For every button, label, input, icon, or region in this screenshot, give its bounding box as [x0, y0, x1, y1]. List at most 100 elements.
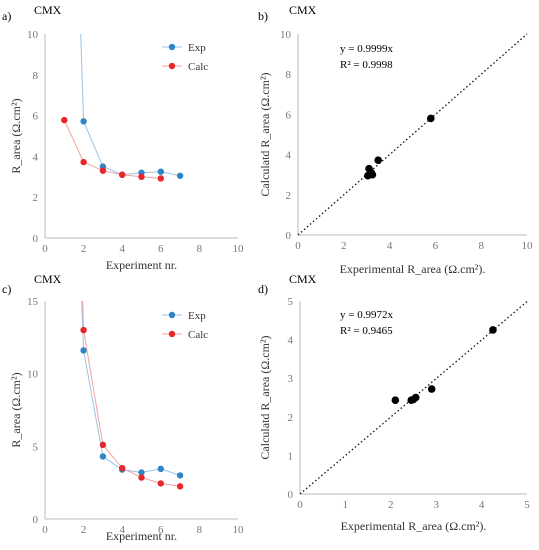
- data-point-exp: [176, 172, 184, 179]
- series-line-calc: [82, 300, 181, 487]
- x-tick-label: 10: [233, 524, 245, 536]
- x-tick-label: 2: [81, 243, 87, 255]
- x-tick-label: 0: [297, 499, 303, 511]
- data-point-exp: [80, 347, 87, 354]
- chart-panel-1: 0 2 4 6 8 10 0 2 4 6 8 10 a) CMX R_area (Ω.cm²) Experim…: [2, 3, 244, 272]
- y-tick-label: 0: [286, 230, 292, 242]
- series-line-exp: [81, 300, 181, 476]
- y-tick-label: 0: [33, 514, 39, 526]
- legend-marker: [168, 311, 176, 319]
- x-tick-label: 4: [479, 499, 485, 511]
- x-tick-label: 10: [233, 243, 245, 255]
- y-tick-label: 15: [27, 296, 39, 308]
- panel-label: d): [258, 282, 268, 296]
- y-axis-label: Calculatd R_area (Ω.cm²): [258, 72, 272, 196]
- data-point-exp: [99, 453, 107, 460]
- x-tick-label: 10: [522, 240, 534, 252]
- y-axis-label: R_area (Ω.cm²): [9, 98, 23, 173]
- legend-marker: [168, 43, 176, 51]
- x-tick-label: 8: [478, 240, 484, 252]
- data-point-exp: [80, 118, 87, 125]
- data-point: [409, 395, 418, 404]
- legend-label: Exp: [188, 310, 206, 322]
- panel-label: a): [2, 9, 11, 23]
- data-point-calc: [80, 158, 87, 166]
- x-tick-label: 6: [433, 240, 439, 252]
- legend-label: Calc: [188, 61, 208, 73]
- y-tick-label: 4: [33, 151, 39, 163]
- y-tick-label: 6: [286, 109, 292, 121]
- y-tick-label: 0: [288, 489, 294, 501]
- x-tick-label: 6: [158, 243, 164, 255]
- chart-panel-4: 0 1 2 3 4 5 0 1 2 3 4 5 d) CMX Calculatd R_area (Ω.cm²…: [258, 272, 530, 533]
- legend-label: Exp: [188, 42, 206, 54]
- data-point-exp: [157, 465, 164, 473]
- x-axis-label: Experimental R_area (Ω.cm²).: [341, 519, 487, 533]
- data-point-calc: [99, 167, 107, 174]
- x-tick-label: 6: [158, 524, 164, 536]
- y-tick-label: 0: [33, 233, 39, 245]
- chart-panel-2: 0 2 4 6 8 10 0 2 4 6 8 10 b) CMX Calculatd R_area (Ω.c…: [258, 3, 533, 276]
- y-tick-label: 2: [33, 192, 39, 204]
- panel-label: c): [2, 282, 11, 296]
- x-tick-label: 0: [42, 243, 48, 255]
- x-tick-label: 4: [119, 524, 125, 536]
- data-point-calc: [80, 326, 87, 334]
- y-tick-label: 4: [288, 335, 294, 347]
- y-tick-label: 8: [33, 70, 39, 82]
- x-tick-label: 4: [119, 243, 125, 255]
- x-axis-label: Experiment nr.: [106, 258, 177, 272]
- trend-equation: y = 0.9999x: [340, 43, 393, 55]
- series-line-calc: [63, 119, 161, 179]
- x-tick-label: 0: [42, 524, 48, 536]
- r-squared-label: R² = 0.9998: [340, 59, 393, 71]
- data-point-exp: [138, 469, 145, 476]
- data-point-calc: [138, 173, 145, 180]
- x-axis-label: Experiment nr.: [106, 529, 177, 543]
- chart-title: CMX: [289, 3, 317, 17]
- y-axis-label: Calculatd R_area (Ω.cm²): [258, 335, 272, 459]
- data-point-calc: [176, 483, 184, 490]
- data-point: [374, 156, 382, 165]
- panel-label: b): [258, 9, 268, 23]
- x-tick-label: 2: [341, 240, 347, 252]
- y-axis-label: R_area (Ω.cm²): [9, 372, 23, 447]
- x-tick-label: 2: [388, 499, 394, 511]
- y-tick-label: 8: [286, 69, 292, 81]
- legend-marker: [168, 330, 176, 338]
- y-tick-label: 4: [286, 150, 292, 162]
- y-tick-label: 10: [27, 29, 39, 41]
- y-tick-label: 1: [288, 450, 294, 462]
- data-point-calc: [99, 441, 107, 449]
- data-point-calc: [119, 464, 126, 472]
- data-point: [364, 171, 372, 180]
- x-tick-label: 5: [524, 499, 530, 511]
- y-tick-label: 10: [27, 369, 39, 381]
- y-tick-label: 5: [288, 296, 294, 308]
- chart-title: CMX: [34, 272, 62, 286]
- x-axis-label: Experimental R_area (Ω.cm²).: [340, 262, 486, 276]
- r-squared-label: R² = 0.9465: [340, 325, 393, 337]
- data-point-exp: [176, 472, 184, 479]
- trend-line: [297, 33, 528, 236]
- x-tick-label: 2: [81, 524, 87, 536]
- data-point: [427, 385, 436, 393]
- legend-marker: [168, 62, 176, 70]
- data-point-exp: [157, 168, 164, 175]
- x-tick-label: 8: [197, 524, 203, 536]
- y-tick-label: 2: [286, 190, 292, 202]
- x-tick-label: 1: [343, 499, 349, 511]
- data-point-calc: [157, 175, 164, 182]
- y-tick-label: 10: [280, 29, 292, 41]
- x-tick-label: 8: [197, 243, 203, 255]
- y-tick-label: 3: [288, 373, 294, 385]
- data-point-calc: [61, 116, 68, 124]
- data-point: [391, 396, 400, 405]
- x-tick-label: 4: [387, 240, 393, 252]
- data-point: [489, 326, 497, 334]
- series-line-exp: [80, 33, 181, 177]
- x-tick-label: 0: [295, 240, 301, 252]
- x-tick-label: 3: [433, 499, 439, 511]
- data-point-calc: [157, 480, 164, 487]
